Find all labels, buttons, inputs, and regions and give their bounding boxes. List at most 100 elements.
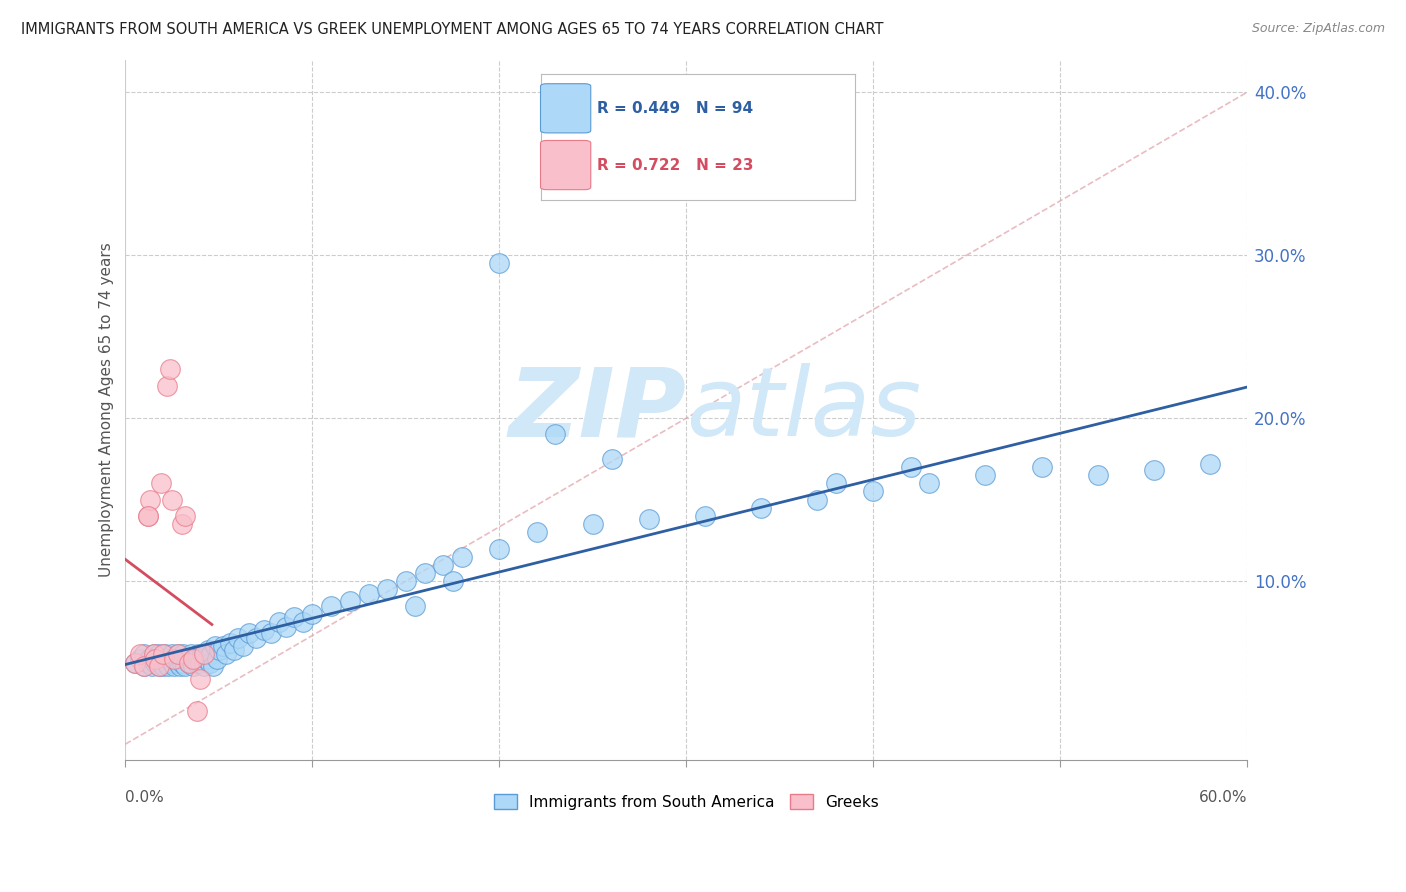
Point bbox=[974, 468, 997, 483]
Text: 60.0%: 60.0% bbox=[1199, 790, 1247, 805]
Point bbox=[129, 652, 152, 666]
Point bbox=[202, 658, 225, 673]
Point bbox=[544, 427, 567, 442]
Point bbox=[1087, 468, 1109, 483]
Point bbox=[260, 626, 283, 640]
Point bbox=[183, 652, 205, 666]
Point bbox=[176, 652, 198, 666]
Point bbox=[693, 508, 716, 523]
Text: atlas: atlas bbox=[686, 364, 921, 457]
Point bbox=[159, 652, 181, 666]
Point bbox=[283, 610, 305, 624]
Point bbox=[918, 476, 941, 491]
Point bbox=[215, 648, 238, 662]
Point bbox=[142, 648, 165, 662]
Point bbox=[267, 615, 290, 629]
Point bbox=[451, 549, 474, 564]
Point bbox=[357, 587, 380, 601]
Point bbox=[155, 656, 177, 670]
Point bbox=[211, 640, 233, 654]
Point bbox=[174, 508, 197, 523]
Point bbox=[124, 656, 146, 670]
Point bbox=[186, 656, 208, 670]
Point bbox=[155, 378, 177, 392]
Point bbox=[136, 656, 159, 670]
Point bbox=[174, 658, 197, 673]
Point bbox=[160, 492, 183, 507]
Point bbox=[413, 566, 436, 580]
Point bbox=[749, 500, 772, 515]
Point bbox=[205, 652, 228, 666]
Point bbox=[226, 631, 249, 645]
Point bbox=[159, 362, 181, 376]
Y-axis label: Unemployment Among Ages 65 to 74 years: Unemployment Among Ages 65 to 74 years bbox=[100, 243, 114, 577]
Point bbox=[169, 658, 191, 673]
Point bbox=[441, 574, 464, 588]
Point bbox=[200, 648, 222, 662]
Point bbox=[139, 650, 162, 665]
Point bbox=[191, 648, 214, 662]
Point bbox=[180, 648, 202, 662]
Point bbox=[166, 648, 188, 662]
Point bbox=[301, 607, 323, 621]
Point bbox=[193, 648, 215, 662]
Point bbox=[526, 525, 548, 540]
Point bbox=[188, 656, 211, 670]
Point bbox=[160, 648, 183, 662]
Point bbox=[142, 654, 165, 668]
Point bbox=[194, 652, 217, 666]
Point bbox=[900, 460, 922, 475]
Point bbox=[232, 640, 254, 654]
Point bbox=[145, 652, 167, 666]
Point bbox=[177, 656, 200, 670]
Point bbox=[148, 648, 170, 662]
Point bbox=[806, 492, 828, 507]
Legend: Immigrants from South America, Greeks: Immigrants from South America, Greeks bbox=[488, 788, 884, 816]
Point bbox=[181, 652, 204, 666]
Point bbox=[139, 492, 162, 507]
Text: 0.0%: 0.0% bbox=[125, 790, 165, 805]
Point bbox=[153, 648, 176, 662]
Point bbox=[124, 656, 146, 670]
Text: ZIP: ZIP bbox=[509, 364, 686, 457]
Point bbox=[1198, 457, 1220, 471]
Point bbox=[145, 656, 167, 670]
Point bbox=[129, 648, 152, 662]
Point bbox=[166, 648, 188, 662]
Point bbox=[404, 599, 426, 613]
Point bbox=[136, 508, 159, 523]
Point bbox=[136, 508, 159, 523]
Text: Source: ZipAtlas.com: Source: ZipAtlas.com bbox=[1251, 22, 1385, 36]
Point bbox=[170, 652, 193, 666]
Point bbox=[177, 656, 200, 670]
Point bbox=[253, 623, 276, 637]
Point bbox=[488, 256, 510, 270]
Point bbox=[245, 631, 267, 645]
Point bbox=[638, 512, 661, 526]
Point bbox=[582, 517, 605, 532]
Point bbox=[165, 652, 187, 666]
Point bbox=[152, 658, 174, 673]
Point bbox=[292, 615, 315, 629]
Point bbox=[339, 593, 361, 607]
Point bbox=[375, 582, 398, 597]
Point bbox=[186, 705, 208, 719]
Point bbox=[488, 541, 510, 556]
Point bbox=[150, 656, 173, 670]
Point bbox=[134, 658, 156, 673]
Point bbox=[1143, 463, 1166, 477]
Point bbox=[198, 656, 221, 670]
Point bbox=[276, 620, 298, 634]
Point bbox=[160, 656, 183, 670]
Point bbox=[219, 636, 242, 650]
Point bbox=[141, 658, 163, 673]
Point bbox=[146, 652, 169, 666]
Point bbox=[187, 648, 209, 662]
Point bbox=[825, 476, 848, 491]
Point bbox=[155, 650, 177, 665]
Point bbox=[170, 517, 193, 532]
Point bbox=[188, 672, 211, 686]
Point bbox=[395, 574, 418, 588]
Point bbox=[600, 451, 623, 466]
Point bbox=[204, 640, 226, 654]
